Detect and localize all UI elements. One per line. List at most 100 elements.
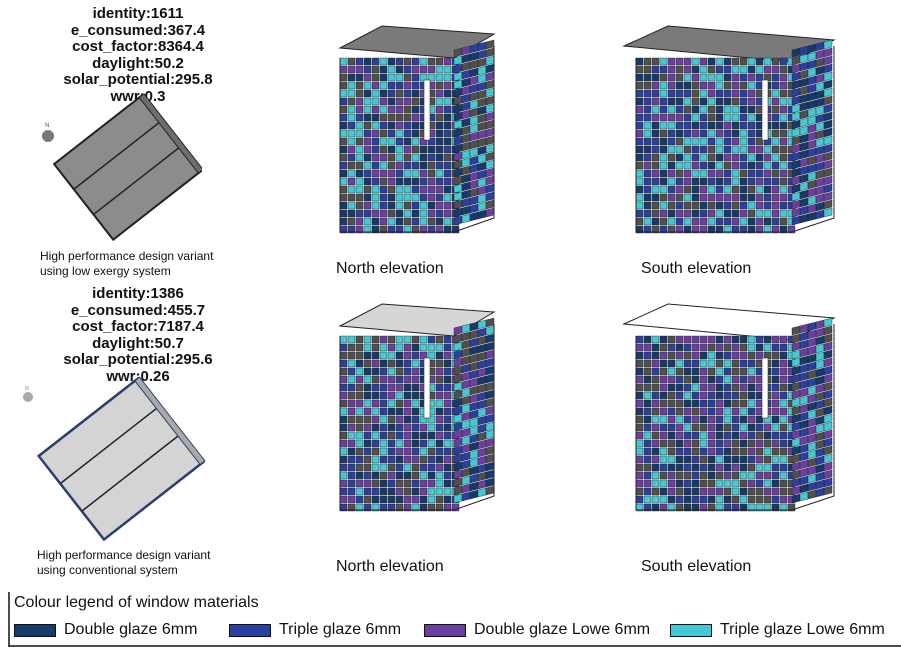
window-tile bbox=[739, 73, 748, 82]
recessed-opening bbox=[761, 357, 769, 419]
window-tile bbox=[453, 199, 463, 210]
window-tile bbox=[427, 431, 436, 440]
window-tile bbox=[723, 169, 732, 178]
window-tile bbox=[651, 137, 660, 146]
window-tile bbox=[683, 177, 692, 186]
window-tile bbox=[477, 49, 487, 60]
window-tile bbox=[643, 169, 652, 178]
window-tile bbox=[675, 145, 684, 154]
window-tile bbox=[411, 177, 420, 186]
window-tile bbox=[339, 423, 348, 432]
window-tile bbox=[667, 113, 676, 122]
window-tile bbox=[791, 143, 801, 154]
window-tile bbox=[485, 55, 495, 66]
window-tile bbox=[799, 355, 809, 366]
north-elevation-label: North elevation bbox=[336, 260, 444, 277]
window-tile bbox=[723, 471, 732, 480]
window-tile bbox=[347, 129, 356, 138]
variant-1-caption: High performance design variant using lo… bbox=[40, 249, 213, 279]
window-tile bbox=[427, 177, 436, 186]
legend-frame bbox=[8, 592, 901, 647]
window-tile bbox=[651, 57, 660, 66]
window-tile bbox=[635, 113, 644, 122]
window-tile bbox=[411, 209, 420, 218]
window-tile bbox=[707, 153, 716, 162]
window-tile bbox=[339, 145, 348, 154]
window-tile bbox=[469, 51, 479, 62]
building-outline bbox=[339, 324, 495, 511]
window-tile bbox=[683, 89, 692, 98]
window-tile bbox=[823, 135, 833, 146]
window-tile bbox=[443, 359, 452, 368]
window-tile bbox=[485, 469, 495, 480]
window-tile bbox=[791, 421, 801, 432]
window-tile bbox=[807, 171, 817, 182]
window-tile bbox=[477, 193, 487, 204]
window-tile bbox=[723, 121, 732, 130]
window-tile bbox=[659, 57, 668, 66]
window-tile bbox=[723, 343, 732, 352]
window-tile bbox=[477, 97, 487, 108]
window-tile bbox=[395, 463, 404, 472]
window-tile bbox=[411, 145, 420, 154]
window-tile bbox=[723, 351, 732, 360]
window-tile bbox=[403, 169, 412, 178]
window-tile bbox=[771, 431, 780, 440]
window-tile bbox=[477, 383, 487, 394]
window-tile bbox=[763, 495, 772, 504]
window-tile bbox=[683, 495, 692, 504]
window-tile bbox=[707, 161, 716, 170]
window-tile bbox=[443, 479, 452, 488]
window-tile bbox=[815, 423, 825, 434]
window-tile bbox=[771, 447, 780, 456]
window-tile bbox=[823, 167, 833, 178]
legend-swatch bbox=[229, 623, 271, 637]
window-tile bbox=[799, 85, 809, 96]
window-tile bbox=[477, 121, 487, 132]
window-tile bbox=[723, 383, 732, 392]
window-tile bbox=[379, 407, 388, 416]
window-tile bbox=[715, 447, 724, 456]
window-tile bbox=[419, 193, 428, 202]
window-tile bbox=[469, 163, 479, 174]
window-tile bbox=[699, 399, 708, 408]
window-tile bbox=[477, 351, 487, 362]
window-tile bbox=[799, 205, 809, 216]
window-tile bbox=[715, 185, 724, 194]
window-tile bbox=[427, 217, 436, 226]
window-tile bbox=[347, 121, 356, 130]
window-tile bbox=[347, 495, 356, 504]
window-tile bbox=[379, 415, 388, 424]
window-tile bbox=[771, 97, 780, 106]
window-tile bbox=[747, 89, 756, 98]
window-tile bbox=[731, 375, 740, 384]
roof bbox=[622, 25, 836, 63]
window-tile bbox=[477, 439, 487, 450]
window-tile bbox=[427, 153, 436, 162]
window-tile bbox=[443, 73, 452, 82]
window-tile bbox=[739, 97, 748, 106]
window-tile bbox=[731, 145, 740, 154]
stat-wwr: wwr:0.26 bbox=[106, 367, 170, 385]
window-tile bbox=[387, 399, 396, 408]
window-tile bbox=[799, 213, 809, 224]
window-tile bbox=[379, 145, 388, 154]
window-tile bbox=[485, 95, 495, 106]
window-tile bbox=[395, 145, 404, 154]
recessed-opening bbox=[761, 79, 769, 141]
window-tile bbox=[691, 137, 700, 146]
window-tile bbox=[635, 121, 644, 130]
window-tile bbox=[771, 415, 780, 424]
window-tile bbox=[771, 407, 780, 416]
window-tile bbox=[443, 137, 452, 146]
window-tile bbox=[643, 113, 652, 122]
window-tile bbox=[371, 177, 380, 186]
window-tile bbox=[815, 201, 825, 212]
window-tile bbox=[443, 503, 452, 512]
window-tile bbox=[771, 121, 780, 130]
caption-line: using conventional system bbox=[37, 563, 178, 577]
window-tile bbox=[659, 463, 668, 472]
window-tile bbox=[355, 431, 364, 440]
window-tile bbox=[755, 225, 764, 234]
window-tile bbox=[651, 343, 660, 352]
